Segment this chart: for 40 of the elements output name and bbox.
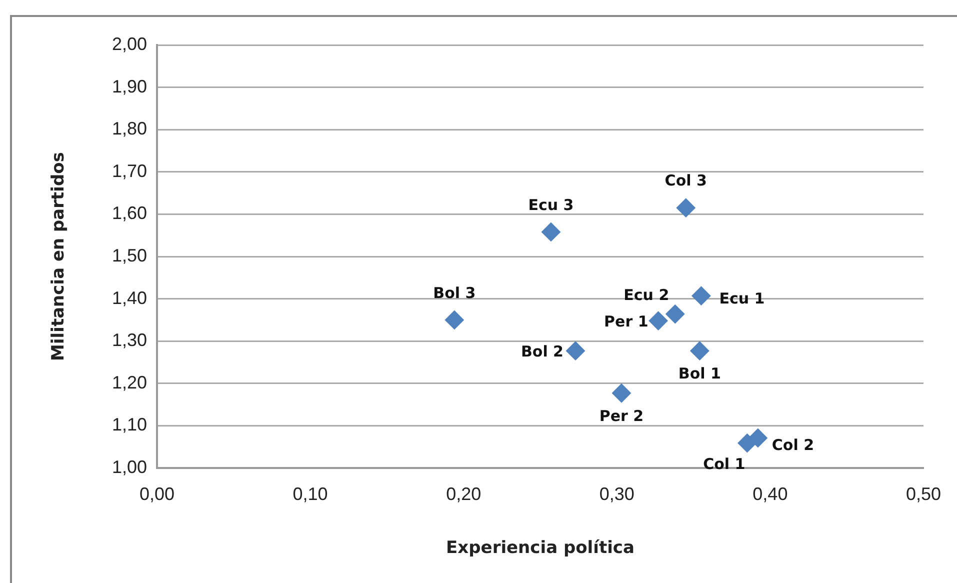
- annotation: Col 2: [772, 436, 814, 454]
- point: [676, 198, 696, 218]
- annotation: Ecu 1: [719, 290, 765, 308]
- y-tick-label: 2,00: [112, 34, 147, 54]
- point: [648, 311, 668, 330]
- annotation: Ecu 3: [528, 196, 574, 214]
- y-tick-label: 1,50: [112, 245, 147, 266]
- annotation: Per 1: [604, 312, 648, 331]
- point: [566, 341, 585, 360]
- y-tick-label: 1,90: [112, 76, 147, 96]
- annotation: Col 3: [664, 172, 707, 190]
- x-tick-label: 0,10: [292, 484, 328, 504]
- point: [666, 304, 685, 324]
- annotation: Col 1: [703, 454, 746, 473]
- annotation: Per 2: [599, 407, 644, 426]
- point: [444, 310, 464, 330]
- annotation: Ecu 2: [624, 286, 670, 304]
- y-axis-title: Militancia en partidos: [48, 152, 69, 361]
- point: [748, 428, 768, 448]
- y-tick-label: 1,30: [112, 330, 147, 350]
- y-tick-label: 1,00: [112, 456, 147, 477]
- y-tick-label: 1,40: [112, 288, 147, 308]
- y-tick-label: 1,80: [112, 118, 147, 139]
- y-tick-label: 1,60: [112, 203, 147, 224]
- x-tick-label: 0,50: [906, 484, 942, 504]
- point: [612, 384, 631, 403]
- x-tick-label: 0,30: [599, 484, 634, 504]
- x-tick-label: 0,20: [446, 484, 482, 504]
- annotation: Bol 3: [433, 284, 476, 302]
- point: [692, 286, 711, 306]
- annotation: Bol 2: [520, 342, 564, 361]
- point: [690, 341, 710, 360]
- x-tick-label: 0,00: [139, 484, 175, 504]
- point: [541, 222, 560, 242]
- y-tick-label: 1,20: [112, 372, 147, 392]
- x-tick-label: 0,40: [752, 484, 788, 504]
- y-tick-label: 1,10: [112, 414, 147, 435]
- x-axis-title: Experiencia política: [446, 538, 634, 558]
- y-tick-label: 1,70: [112, 160, 147, 181]
- annotation: Bol 1: [678, 364, 721, 383]
